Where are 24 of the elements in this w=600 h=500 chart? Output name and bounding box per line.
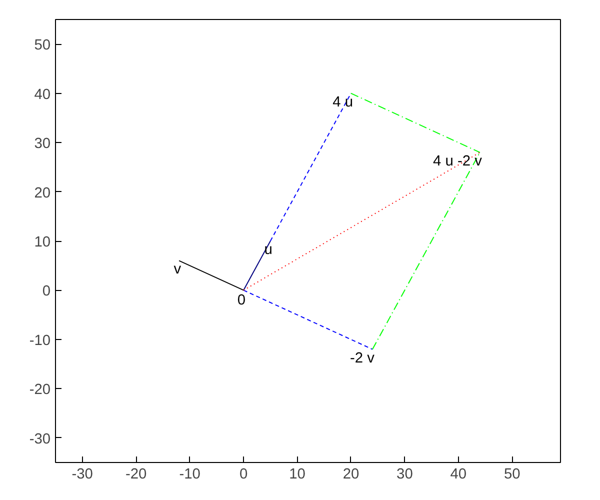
- y-tick-label: -10: [29, 332, 51, 349]
- y-tick-label: 30: [34, 136, 51, 152]
- x-tick-label: -10: [179, 466, 200, 482]
- y-tick-label: 20: [34, 185, 51, 202]
- x-tick-label: 10: [289, 466, 306, 482]
- y-tick-label: -30: [29, 431, 51, 448]
- x-tick-label: 0: [239, 466, 248, 482]
- x-tick-label: 50: [504, 466, 520, 482]
- annotation: u: [264, 242, 272, 258]
- x-tick-label: 30: [396, 466, 413, 482]
- y-tick-label: 10: [34, 234, 51, 250]
- x-tick-label: 20: [342, 466, 360, 482]
- annotation: v: [174, 262, 182, 278]
- x-tick-label: -30: [72, 466, 93, 482]
- x-tick-label: -20: [125, 466, 147, 482]
- annotation: 4 u: [332, 94, 353, 110]
- y-tick-label: 50: [34, 38, 51, 54]
- y-tick-label: -20: [29, 382, 51, 398]
- y-tick-label: 0: [42, 284, 51, 300]
- y-tick-label: 40: [34, 86, 51, 103]
- annotation: 4 u -2 v: [433, 153, 483, 170]
- annotation: -2 v: [350, 350, 376, 366]
- x-tick-label: 40: [450, 466, 467, 482]
- annotation: 0: [237, 292, 246, 309]
